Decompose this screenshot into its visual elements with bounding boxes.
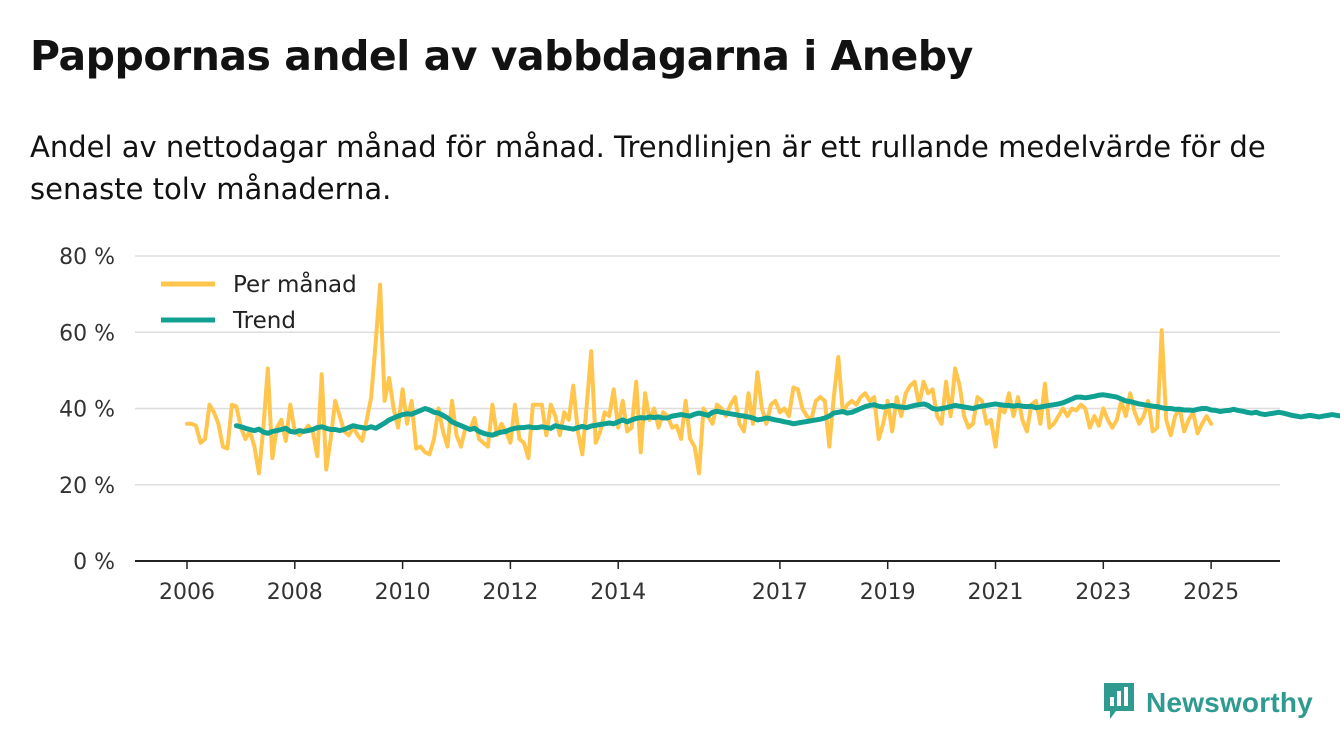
x-tick-label: 2010 [375,580,431,605]
data-series [185,282,1340,476]
x-tick-label: 2008 [267,580,323,605]
y-tick-label: 80 % [59,245,115,270]
x-tick-label: 2025 [1183,580,1239,605]
x-tick-label: 2021 [968,580,1024,605]
newsworthy-logo-icon [1102,681,1136,725]
y-tick-label: 40 % [59,398,115,423]
y-tick-label: 60 % [59,321,115,346]
y-axis-ticks: 0 % 20 % 40 % 60 % 80 % [59,245,115,575]
gridlines [135,255,1280,562]
x-tick-label: 2023 [1075,580,1131,605]
x-tick-label: 2017 [752,580,808,605]
x-tick-label: 2014 [590,580,646,605]
series-line-trend [233,392,1340,438]
x-tick-label: 2006 [159,580,215,605]
brand-logo: Newsworthy [1102,682,1313,724]
y-tick-label: 0 % [73,550,115,575]
brand-name: Newsworthy [1146,687,1313,718]
legend-label-monthly: Per månad [233,270,357,298]
legend-label-trend: Trend [232,308,296,334]
page-title: Pappornas andel av vabbdagarna i Aneby [30,32,973,80]
y-tick-label: 20 % [59,474,115,499]
series-line-monthly [185,282,1214,476]
x-tick-label: 2012 [482,580,538,605]
page-subtitle: Andel av nettodagar månad för månad. Tre… [30,130,1266,206]
legend: Per månad Trend [161,270,357,334]
x-axis-ticks: 2006 2008 2010 2012 2014 2017 2019 2021 2023 2025 [159,561,1239,605]
x-tick-label: 2019 [860,580,916,605]
